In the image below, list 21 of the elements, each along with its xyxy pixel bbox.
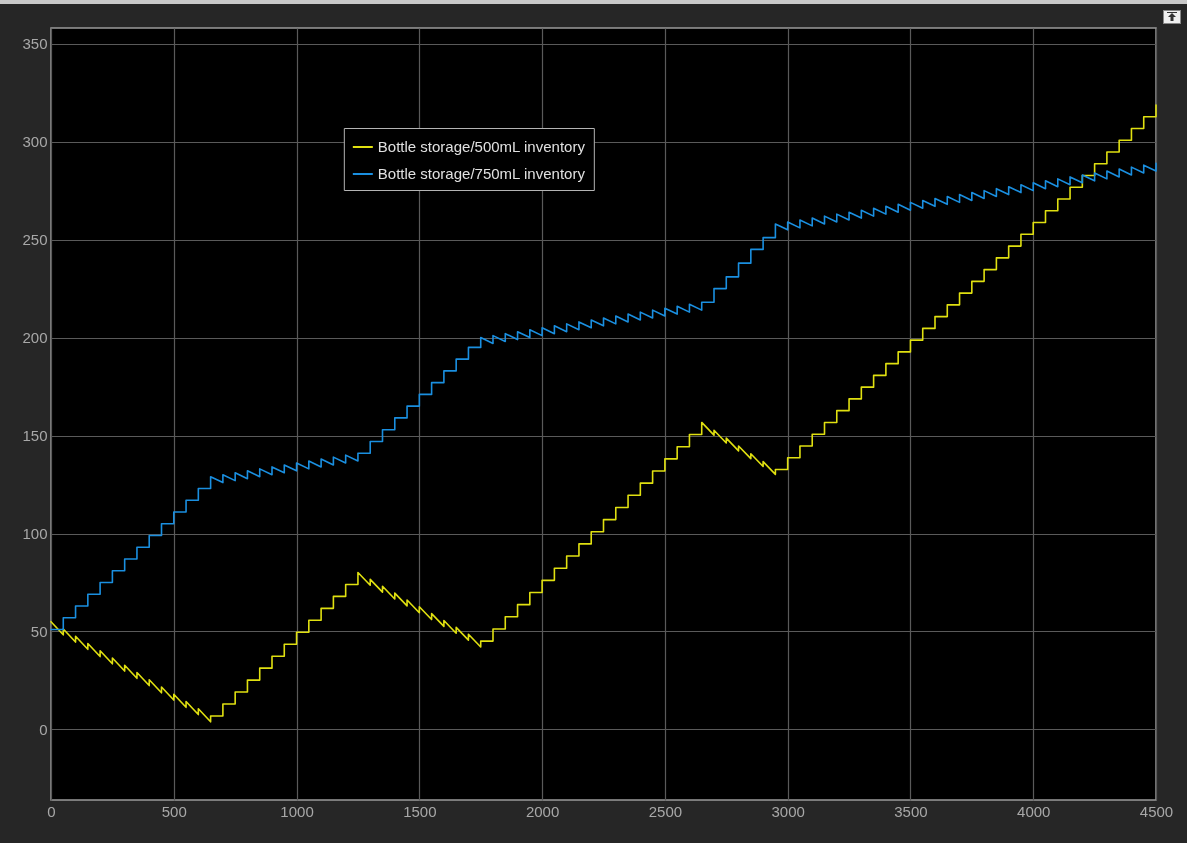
line-series — [50, 162, 1157, 631]
x-tick-label: 1000 — [280, 802, 314, 820]
y-tick-label: 250 — [22, 231, 48, 249]
y-tick-label: 200 — [22, 329, 48, 347]
x-tick-label: 3500 — [894, 802, 928, 820]
line-series — [50, 104, 1157, 723]
x-tick-label: 500 — [161, 802, 187, 820]
legend-label: Bottle storage/500mL inventory — [377, 138, 586, 155]
x-tick-label: 3000 — [771, 802, 805, 820]
y-tick-label: 350 — [22, 35, 48, 53]
y-tick-label: 150 — [22, 427, 48, 445]
x-tick-label: 4000 — [1017, 802, 1051, 820]
legend-label: Bottle storage/750mL inventory — [377, 165, 586, 182]
x-tick-label: 2000 — [525, 802, 560, 820]
y-tick-label: 300 — [22, 133, 48, 151]
y-tick-label: 50 — [30, 622, 48, 640]
y-tick-label: 0 — [39, 720, 48, 738]
x-tick-label: 1500 — [403, 802, 437, 820]
y-tick-label: 100 — [22, 525, 48, 543]
x-tick-label: 4500 — [1139, 802, 1174, 820]
x-tick-label: 2500 — [648, 802, 683, 820]
